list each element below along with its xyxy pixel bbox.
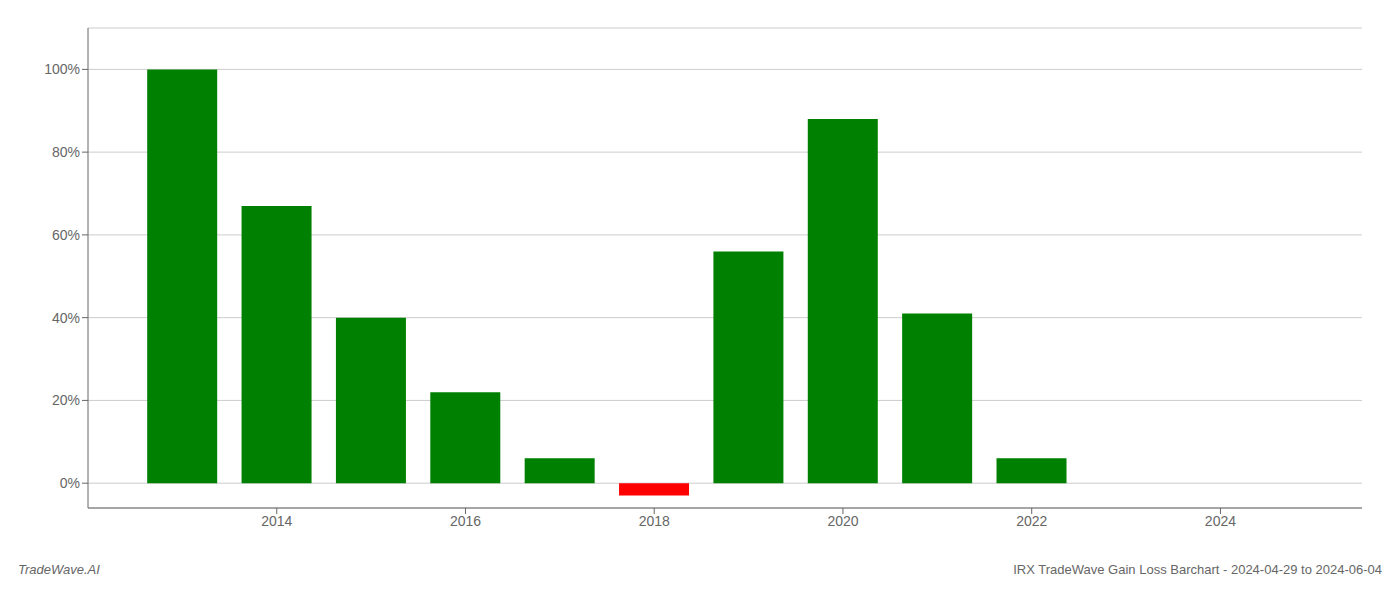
svg-text:2018: 2018 (639, 513, 670, 529)
svg-text:100%: 100% (44, 61, 80, 77)
svg-text:2016: 2016 (450, 513, 481, 529)
svg-text:20%: 20% (52, 392, 80, 408)
html-text:IRX TradeWave Gain Loss Barcha: IRX TradeWave Gain Loss Barchart - 2024-… (1013, 562, 1382, 577)
svg-text:2020: 2020 (827, 513, 858, 529)
svg-text:2024: 2024 (1205, 513, 1236, 529)
svg-text:80%: 80% (52, 144, 80, 160)
svg-text:2022: 2022 (1016, 513, 1047, 529)
svg-text:2014: 2014 (261, 513, 292, 529)
svg-text:0%: 0% (60, 475, 80, 491)
svg-text:60%: 60% (52, 227, 80, 243)
svg-text:40%: 40% (52, 310, 80, 326)
html-text:TradeWave.AI: TradeWave.AI (18, 562, 100, 577)
